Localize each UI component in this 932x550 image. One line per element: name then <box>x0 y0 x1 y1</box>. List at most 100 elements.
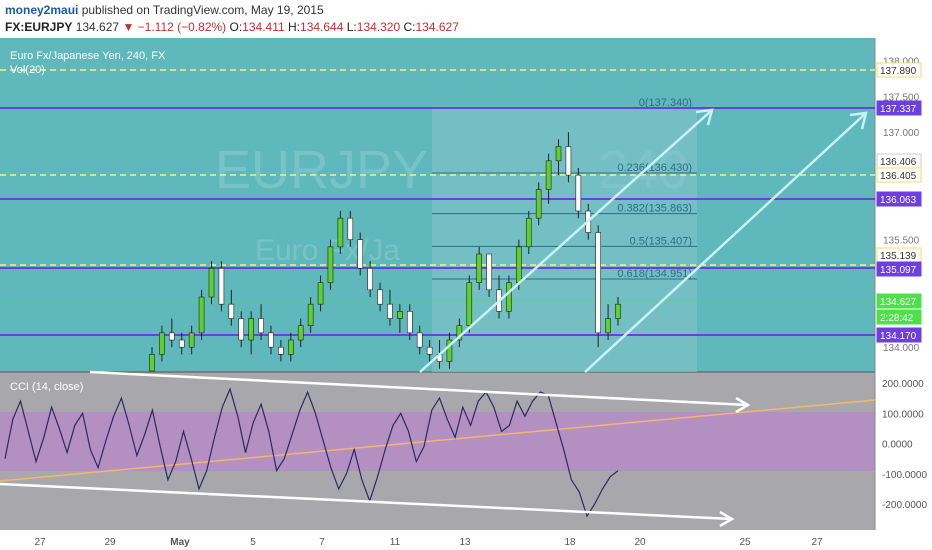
close-value: 134.627 <box>415 20 459 34</box>
candle-bull <box>397 304 403 333</box>
candle-bull <box>615 297 621 326</box>
candle-bull <box>466 275 473 333</box>
candle-bull <box>535 182 542 226</box>
candle-bull <box>545 153 552 204</box>
candle-bear <box>218 261 225 312</box>
price-change: ▼ −1.112 (−0.82%) <box>122 20 227 34</box>
candle-bear <box>486 253 492 298</box>
fib-level-label: 0.382(135.863) <box>617 203 692 215</box>
price-axis-labels: 137.890 137.337 136.406 136.405 136.063 135.1… <box>876 62 922 343</box>
cci-lower-trendline <box>0 482 733 521</box>
close-label: C: <box>403 20 416 34</box>
candle-bull <box>288 332 294 362</box>
candle-bull <box>297 318 304 348</box>
chart-header: money2maui published on TradingView.com,… <box>0 0 932 38</box>
symbol-name[interactable]: FX:EURJPY <box>5 20 73 34</box>
candle-bull <box>446 332 453 369</box>
time-tick-label: May <box>170 537 190 548</box>
price-label-plain: 136.406 <box>876 153 922 169</box>
price-tick-label: 134.000 <box>883 343 920 354</box>
svg-text:134.170: 134.170 <box>880 331 917 342</box>
time-tick-label: 13 <box>459 537 471 548</box>
candle-bull <box>159 325 165 362</box>
svg-text:136.406: 136.406 <box>880 157 917 168</box>
cci-line <box>4 387 619 518</box>
candle-bull <box>248 311 254 355</box>
candle-bear <box>258 304 264 341</box>
time-tick-label: 20 <box>634 537 646 548</box>
candle-bull <box>337 210 344 255</box>
high-value: 134.644 <box>300 20 344 34</box>
candle-bull <box>555 139 562 176</box>
parallel-channel <box>419 108 868 373</box>
cci-tick-label: 0.0000 <box>882 440 913 451</box>
svg-text:135.139: 135.139 <box>880 251 917 262</box>
candle-bear <box>347 210 354 247</box>
candle-bull <box>605 304 611 341</box>
author-link[interactable]: money2maui <box>5 3 79 17</box>
candle-bear <box>406 304 413 341</box>
candle-bear <box>595 225 601 348</box>
candle-bear <box>387 289 393 326</box>
price-label-last: 134.627 <box>876 293 922 309</box>
candle-bear <box>416 325 423 355</box>
candle-bull <box>198 289 205 341</box>
cci-upper-arrowhead <box>735 396 751 414</box>
fib-level-label: 0.618(134.951) <box>617 268 692 280</box>
price-axis <box>875 38 932 530</box>
cci-tick-label: -200.0000 <box>882 500 927 511</box>
time-tick-label: 25 <box>739 537 751 548</box>
publish-line: money2maui published on TradingView.com,… <box>5 3 324 17</box>
fib-level-label: 0.5(135.407) <box>630 235 692 247</box>
candle-bear <box>238 311 245 348</box>
cci-tick-label: 200.0000 <box>882 379 924 390</box>
channel-upper-arrowhead <box>695 108 714 126</box>
svg-text:137.890: 137.890 <box>880 66 917 77</box>
fib-level-label: 0(137.340) <box>639 97 692 109</box>
price-label-dashed: 135.139 <box>876 247 922 263</box>
cci-lower-arrowhead <box>719 510 735 528</box>
candle-bear <box>268 325 274 355</box>
candlesticks <box>149 132 621 372</box>
watermark-symbol: EURJPY <box>215 140 428 200</box>
price-label-dashed: 136.405 <box>876 167 922 183</box>
time-tick-label: 5 <box>250 537 256 548</box>
price-chart[interactable]: EURJPY 240 Euro Fx/Ja 0(137.340)0.236(13… <box>0 38 932 550</box>
cci-axis-ticks: 200.0000 100.0000 0.0000 -100.0000 -200.0000 <box>882 379 927 511</box>
channel-lower-line <box>584 112 867 373</box>
time-tick-label: 29 <box>104 537 116 548</box>
cci-trendlines <box>0 370 751 528</box>
last-price: 134.627 <box>75 20 120 34</box>
channel-upper-line <box>419 109 713 373</box>
price-tick-label: 137.000 <box>883 128 920 139</box>
time-tick-label: 27 <box>34 537 46 548</box>
price-tick-label: 135.500 <box>883 236 920 247</box>
main-pane-title: Euro Fx/Japanese Yen, 240, FX <box>10 50 166 62</box>
open-value: 134.411 <box>242 20 285 34</box>
time-axis <box>0 530 932 550</box>
svg-text:135.097: 135.097 <box>880 265 917 276</box>
fib-level-label: 0.236(136.430) <box>617 162 692 174</box>
svg-text:2:28:42: 2:28:42 <box>880 313 914 324</box>
candle-bear <box>367 261 373 298</box>
svg-text:134.627: 134.627 <box>880 297 917 308</box>
price-label-level: 136.063 <box>876 191 922 207</box>
cci-pane-title: CCI (14, close) <box>10 381 83 393</box>
candle-bull <box>476 246 482 290</box>
symbol-info-line: FX:EURJPY 134.627 ▼ −1.112 (−0.82%) O:13… <box>5 20 459 34</box>
svg-text:137.337: 137.337 <box>880 104 917 115</box>
candle-bull <box>188 325 195 355</box>
price-tick-label: 138.000 <box>883 56 920 67</box>
time-axis-ticks: 27 29 May 5 7 11 13 18 20 25 27 <box>34 537 823 548</box>
candle-bear <box>377 282 383 312</box>
open-label: O: <box>229 20 243 34</box>
price-label-level: 135.097 <box>876 261 922 277</box>
low-label: L: <box>346 20 357 34</box>
candle-bull <box>525 210 532 255</box>
candle-bear <box>575 167 582 219</box>
high-label: H: <box>288 20 301 34</box>
candle-bear <box>228 289 235 326</box>
candle-bear <box>565 132 572 183</box>
time-tick-label: 27 <box>811 537 823 548</box>
cci-tick-label: 100.0000 <box>882 409 924 420</box>
